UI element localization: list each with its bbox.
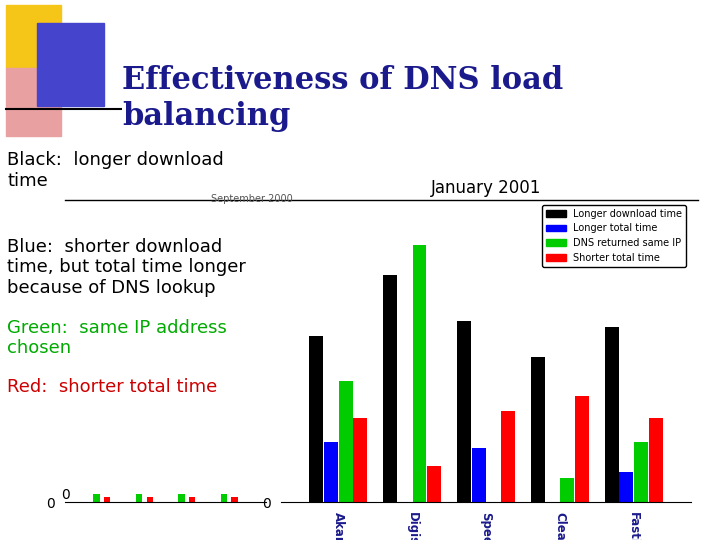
Bar: [560, 478, 575, 502]
Bar: [221, 494, 227, 502]
Text: Effectiveness of DNS load
balancing: Effectiveness of DNS load balancing: [122, 65, 564, 132]
Bar: [634, 442, 648, 502]
Text: 0: 0: [61, 488, 70, 502]
Text: September 2000: September 2000: [211, 194, 293, 205]
Bar: [338, 381, 353, 502]
Bar: [94, 494, 100, 502]
Bar: [413, 245, 426, 502]
Legend: Longer download time, Longer total time, DNS returned same IP, Shorter total tim: Longer download time, Longer total time,…: [542, 205, 686, 267]
Bar: [619, 472, 634, 502]
Bar: [575, 396, 589, 502]
Bar: [354, 417, 367, 502]
Bar: [189, 497, 195, 502]
Bar: [37, 23, 104, 106]
Text: Green:  same IP address
chosen: Green: same IP address chosen: [7, 319, 227, 357]
Bar: [501, 411, 515, 502]
Bar: [383, 275, 397, 502]
Bar: [309, 336, 323, 502]
Bar: [179, 494, 185, 502]
Bar: [6, 4, 61, 68]
Bar: [324, 442, 338, 502]
Title: January 2001: January 2001: [431, 179, 541, 197]
Bar: [231, 497, 238, 502]
Bar: [531, 357, 545, 502]
Bar: [104, 497, 110, 502]
Bar: [472, 448, 485, 502]
Bar: [649, 417, 663, 502]
Text: Black:  longer download
time: Black: longer download time: [7, 151, 224, 190]
Bar: [427, 466, 441, 502]
Bar: [6, 68, 61, 136]
Text: Blue:  shorter download
time, but total time longer
because of DNS lookup: Blue: shorter download time, but total t…: [7, 238, 246, 297]
Bar: [457, 321, 471, 502]
Text: Red:  shorter total time: Red: shorter total time: [7, 378, 217, 396]
Bar: [605, 327, 618, 502]
Bar: [136, 494, 143, 502]
Bar: [146, 497, 153, 502]
